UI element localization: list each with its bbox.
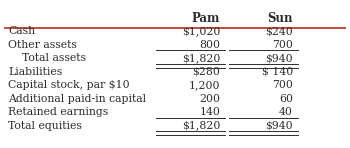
Text: Capital stock, par $10: Capital stock, par $10 bbox=[8, 80, 130, 90]
Text: 60: 60 bbox=[279, 94, 293, 104]
Text: 40: 40 bbox=[279, 107, 293, 117]
Text: Retained earnings: Retained earnings bbox=[8, 107, 108, 117]
Text: Other assets: Other assets bbox=[8, 40, 77, 50]
Text: Total assets: Total assets bbox=[8, 53, 86, 63]
Text: Sun: Sun bbox=[267, 12, 293, 25]
Text: $280: $280 bbox=[192, 67, 220, 77]
Text: $1,820: $1,820 bbox=[182, 121, 220, 131]
Text: 140: 140 bbox=[199, 107, 220, 117]
Text: 700: 700 bbox=[272, 80, 293, 90]
Text: $940: $940 bbox=[265, 53, 293, 63]
Text: Cash: Cash bbox=[8, 26, 35, 36]
Text: $ 140: $ 140 bbox=[262, 67, 293, 77]
Text: $940: $940 bbox=[265, 121, 293, 131]
Text: 800: 800 bbox=[199, 40, 220, 50]
Text: Additional paid-in capital: Additional paid-in capital bbox=[8, 94, 146, 104]
Text: Pam: Pam bbox=[192, 12, 220, 25]
Text: $1,020: $1,020 bbox=[182, 26, 220, 36]
Text: 700: 700 bbox=[272, 40, 293, 50]
Text: Liabilities: Liabilities bbox=[8, 67, 63, 77]
Text: Total equities: Total equities bbox=[8, 121, 82, 131]
Text: $240: $240 bbox=[265, 26, 293, 36]
Text: 1,200: 1,200 bbox=[189, 80, 220, 90]
Text: 200: 200 bbox=[199, 94, 220, 104]
Text: $1,820: $1,820 bbox=[182, 53, 220, 63]
